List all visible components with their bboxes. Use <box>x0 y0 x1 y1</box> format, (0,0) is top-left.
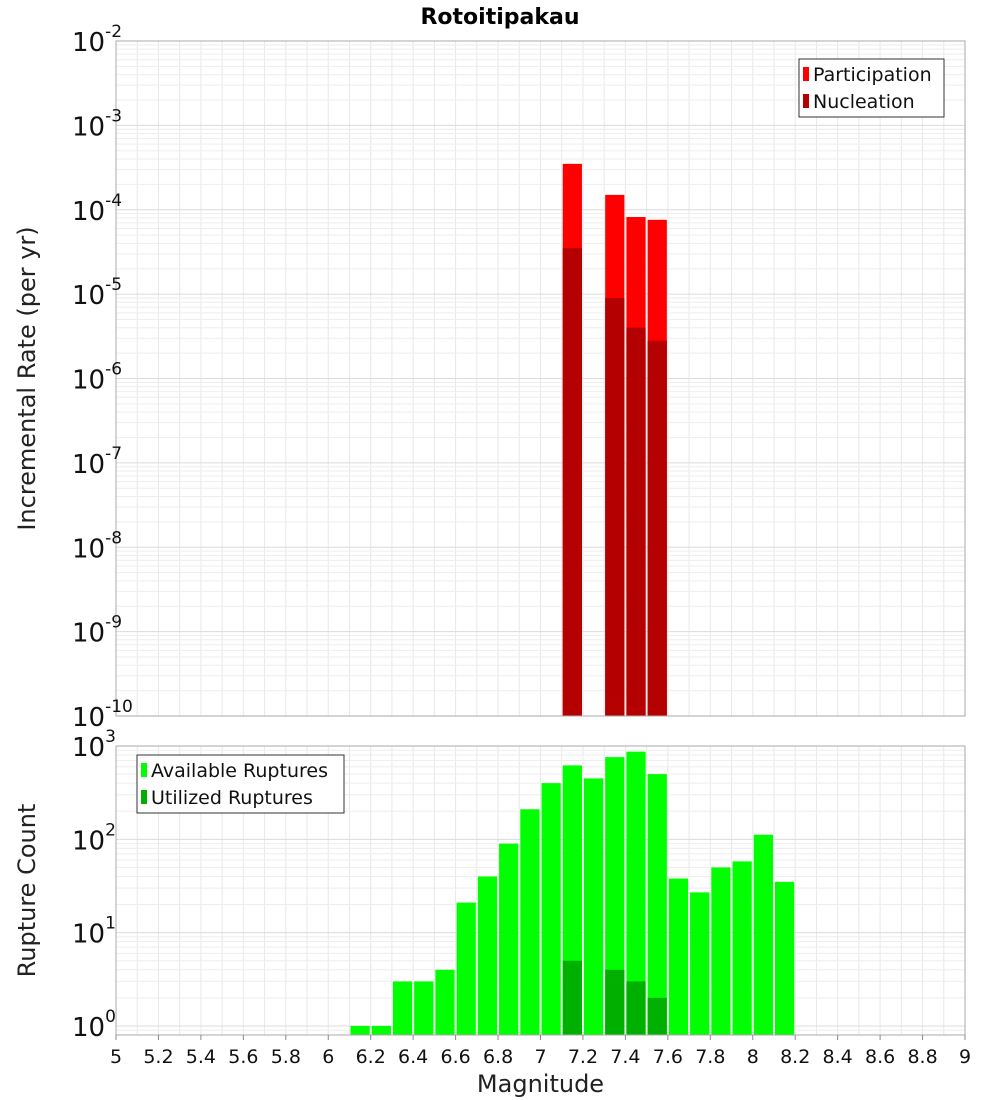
y-tick-label: 103 <box>72 727 116 763</box>
legend-swatch <box>141 790 147 804</box>
y-tick-label: 10-9 <box>72 613 122 649</box>
x-tick-label: 5.8 <box>271 1046 301 1068</box>
rate-bars <box>562 163 667 717</box>
bar-7-65 <box>668 878 689 1035</box>
bar-7-85 <box>711 867 731 1035</box>
rate-y-axis-label: Incremental Rate (per yr) <box>13 226 41 530</box>
x-tick-label: 8.8 <box>907 1046 937 1068</box>
x-tick-label: 5.2 <box>143 1046 173 1068</box>
y-tick-label: 100 <box>72 1007 116 1043</box>
y-tick-label: 10-5 <box>72 275 122 311</box>
legend-swatch <box>141 763 147 777</box>
bar-6-35 <box>392 981 413 1035</box>
rate-grid <box>115 40 966 717</box>
overlay-bar-7-55 <box>647 997 667 1035</box>
legend-label: Available Ruptures <box>151 760 328 782</box>
count-x-ticks: 5 5.2 5.4 5.6 5.8 6 6.2 6.4 6.6 6.8 7 7.2 7.4 7.6 7.8 8… <box>110 1035 971 1068</box>
bar-8-15 <box>774 881 795 1035</box>
x-tick-label: 6.6 <box>440 1046 470 1068</box>
legend-swatch <box>803 94 809 108</box>
rate-legend: Participation Nucleation <box>798 58 945 118</box>
rate-plot-border <box>115 40 966 717</box>
bar-7-25 <box>583 778 604 1035</box>
overlay-bar-7-35 <box>605 297 625 716</box>
x-tick-label: 7.8 <box>695 1046 725 1068</box>
bar-6-95 <box>520 809 540 1035</box>
legend-swatch <box>803 67 809 81</box>
x-tick-label: 5.6 <box>228 1046 258 1068</box>
x-tick-label: 7.4 <box>610 1046 640 1068</box>
legend-box <box>136 754 345 814</box>
legend-label: Utilized Ruptures <box>151 787 313 809</box>
count-y-ticks: 103 102 101 100 <box>72 727 116 1043</box>
x-axis-label: Magnitude <box>477 1070 604 1098</box>
y-tick-label: 10-7 <box>72 444 122 480</box>
y-tick-label: 10-4 <box>72 191 122 227</box>
bar-7-05 <box>541 783 561 1035</box>
bar-6-75 <box>477 876 498 1035</box>
count-bars <box>350 751 795 1035</box>
x-tick-label: 6.2 <box>356 1046 386 1068</box>
bar-6-25 <box>371 1025 391 1035</box>
x-tick-label: 8.2 <box>780 1046 810 1068</box>
overlay-bar-7-55 <box>647 340 667 716</box>
x-tick-label: 6.4 <box>398 1046 428 1068</box>
bar-7-75 <box>690 892 710 1035</box>
x-tick-label: 8.6 <box>865 1046 895 1068</box>
y-tick-label: 101 <box>72 914 116 950</box>
x-tick-label: 5.4 <box>186 1046 216 1068</box>
overlay-bar-7-15 <box>562 960 582 1035</box>
count-y-axis-label: Rupture Count <box>13 804 41 978</box>
rate-y-ticks: 10-2 10-3 10-4 10-5 10-6 10-7 10-8 10-9 10-10 <box>72 22 133 733</box>
bar-7-45 <box>626 751 646 1035</box>
y-tick-label: 10-10 <box>72 697 133 733</box>
count-panel: 103 102 101 100 5 5.2 5.4 5.6 5.8 6 6.2 6.4 6.6 6.8 7… <box>13 727 971 1098</box>
y-tick-label: 10-8 <box>72 528 122 564</box>
bar-7-55 <box>647 774 667 1035</box>
y-tick-label: 10-6 <box>72 360 122 396</box>
bar-6-15 <box>350 1025 370 1035</box>
x-tick-label: 6 <box>322 1046 334 1068</box>
bar-6-45 <box>414 981 434 1035</box>
legend-label: Participation <box>813 64 932 86</box>
overlay-bar-7-45 <box>626 327 646 716</box>
rate-panel: 10-2 10-3 10-4 10-5 10-6 10-7 10-8 10-9 10-10 In… <box>13 22 966 733</box>
bar-6-65 <box>456 902 476 1035</box>
x-tick-label: 7 <box>534 1046 546 1068</box>
count-legend: Available Ruptures Utilized Ruptures <box>136 754 345 814</box>
chart-title: Rotoitipakau <box>420 5 579 30</box>
legend-label: Nucleation <box>813 91 915 113</box>
overlay-bar-7-45 <box>626 981 646 1035</box>
overlay-bar-7-15 <box>562 248 582 717</box>
x-tick-label: 5 <box>110 1046 122 1068</box>
bar-6-85 <box>499 843 519 1035</box>
bar-8-05 <box>753 834 773 1035</box>
bar-7-95 <box>732 861 752 1035</box>
bar-7-35 <box>605 757 625 1035</box>
y-tick-label: 102 <box>72 820 116 856</box>
y-tick-label: 10-2 <box>72 22 122 58</box>
legend-box <box>798 58 945 118</box>
overlay-bar-7-35 <box>605 969 625 1035</box>
bar-6-55 <box>435 969 455 1035</box>
x-tick-label: 6.8 <box>483 1046 513 1068</box>
x-tick-label: 8.4 <box>823 1046 853 1068</box>
x-tick-label: 9 <box>959 1046 971 1068</box>
x-tick-label: 8 <box>747 1046 759 1068</box>
x-tick-label: 7.2 <box>568 1046 598 1068</box>
y-tick-label: 10-3 <box>72 106 122 142</box>
x-tick-label: 7.6 <box>653 1046 683 1068</box>
